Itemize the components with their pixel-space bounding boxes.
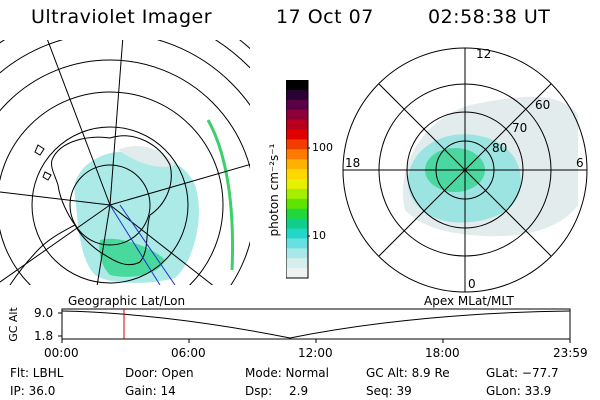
colorbar-cell <box>286 159 308 170</box>
geo-limb-emission <box>206 119 234 271</box>
geo-emission-haze <box>118 145 175 167</box>
geo-footprint-line <box>119 204 176 285</box>
colorbar-cell <box>286 109 308 121</box>
geo-island <box>42 171 52 181</box>
altitude-x-tick-2359: 23:59 <box>553 346 588 360</box>
altitude-x-tick-0600: 06:00 <box>171 346 206 360</box>
altitude-x-tick-1800: 18:00 <box>425 346 460 360</box>
colorbar-cell <box>286 89 308 101</box>
altitude-x-tick-1200: 12:00 <box>298 346 333 360</box>
status-door: Door: Open <box>125 366 194 380</box>
date-label: 17 Oct 07 <box>276 6 374 28</box>
altitude-curve <box>61 310 571 339</box>
colorbar-cell <box>286 179 308 190</box>
mlt-label-18: 18 <box>345 156 361 170</box>
colorbar-cell <box>286 248 308 259</box>
geo-footprint-line <box>109 204 161 285</box>
mlat-label-70: 70 <box>512 121 528 135</box>
colorbar-cell <box>286 198 308 210</box>
status-seq: Seq: 39 <box>366 384 412 398</box>
geo-lat-circle <box>31 126 189 284</box>
colorbar-cell <box>286 139 308 150</box>
geo-meridian <box>109 204 214 285</box>
status-dsp-label: Dsp: <box>245 384 273 398</box>
apex-diagonal <box>378 83 552 257</box>
altitude-y-tick-1-8: 1.8 <box>34 329 54 343</box>
colorbar-cell <box>286 99 308 111</box>
altitude-x-tick-0000: 00:00 <box>44 346 79 360</box>
colorbar-cell <box>286 129 308 140</box>
geo-coastline <box>51 135 172 266</box>
colorbar-unit-label: photon cm⁻²s⁻¹ <box>267 143 281 237</box>
geo-meridian <box>47 40 111 206</box>
geographic-panel-label: Geographic Lat/Lon <box>68 294 186 308</box>
altitude-axis-title: GC Alt <box>6 307 20 342</box>
status-dsp-value: 2.9 <box>289 384 309 398</box>
status-filter: Flt: LBHL <box>10 366 64 380</box>
colorbar-cell <box>286 188 308 200</box>
geo-meridian <box>0 204 111 283</box>
geo-meridian <box>109 40 124 206</box>
time-label: 02:58:38 UT <box>428 6 551 28</box>
mlt-label-6: 6 <box>576 156 584 170</box>
colorbar-cell <box>286 169 308 180</box>
geo-meridian <box>109 163 250 206</box>
colorbar-cell <box>286 80 308 91</box>
colorbar-cell <box>286 238 308 249</box>
geo-island <box>34 144 45 156</box>
mlt-label-0: 0 <box>468 277 476 291</box>
colorbar-cell <box>286 218 308 229</box>
colorbar-tick-label-10: 10 <box>312 229 326 242</box>
altitude-y-tick-9: 9.0 <box>34 306 54 320</box>
colorbar-tick-label-100: 100 <box>312 141 333 154</box>
mlat-label-80: 80 <box>492 141 508 155</box>
status-glon: GLon: 33.9 <box>486 384 552 398</box>
status-mode: Mode: Normal <box>245 366 329 380</box>
apex-panel-label: Apex MLat/MLT <box>424 294 514 308</box>
status-gain: Gain: 14 <box>125 384 176 398</box>
colorbar-cell <box>286 149 308 160</box>
mlat-label-60: 60 <box>535 98 551 112</box>
altitude-plot <box>58 308 571 343</box>
geo-lat-circle <box>69 164 151 246</box>
geo-lat-circle <box>0 59 250 285</box>
geo-lat-circle <box>0 91 224 285</box>
colorbar <box>286 80 310 279</box>
colorbar-cell <box>286 119 308 130</box>
colorbar-cell <box>286 268 308 279</box>
geo-meridian <box>96 204 111 285</box>
mlt-label-12: 12 <box>476 47 492 61</box>
page-title: Ultraviolet Imager <box>31 6 213 28</box>
geo-meridian <box>0 191 111 206</box>
status-glat: GLat: −77.7 <box>486 366 559 380</box>
colorbar-cell <box>286 228 308 239</box>
geo-peninsula <box>9 224 76 285</box>
colorbar-cell <box>286 258 308 269</box>
status-ip: IP: 36.0 <box>10 384 56 398</box>
status-gc-alt: GC Alt: 8.9 Re <box>366 366 450 380</box>
colorbar-cell <box>286 208 308 220</box>
